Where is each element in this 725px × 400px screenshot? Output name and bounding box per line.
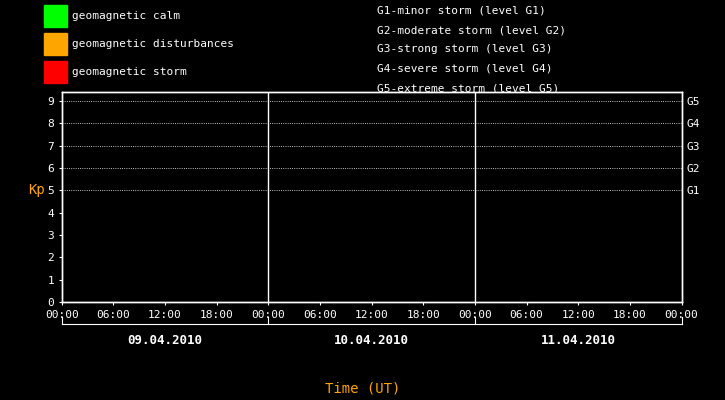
Bar [44, 5, 67, 27]
Text: geomagnetic calm: geomagnetic calm [72, 11, 181, 21]
Text: 10.04.2010: 10.04.2010 [334, 334, 409, 347]
Y-axis label: Kp: Kp [28, 183, 44, 197]
Text: geomagnetic storm: geomagnetic storm [72, 67, 187, 77]
Text: G3-strong storm (level G3): G3-strong storm (level G3) [377, 44, 552, 54]
Text: 11.04.2010: 11.04.2010 [541, 334, 616, 347]
Text: Time (UT): Time (UT) [325, 382, 400, 396]
Bar [44, 61, 67, 83]
Text: geomagnetic disturbances: geomagnetic disturbances [72, 39, 234, 49]
Text: G4-severe storm (level G4): G4-severe storm (level G4) [377, 64, 552, 74]
Bar [44, 33, 67, 55]
Text: 09.04.2010: 09.04.2010 [128, 334, 202, 347]
Text: G2-moderate storm (level G2): G2-moderate storm (level G2) [377, 25, 566, 35]
Text: G5-extreme storm (level G5): G5-extreme storm (level G5) [377, 83, 559, 93]
Text: G1-minor storm (level G1): G1-minor storm (level G1) [377, 6, 546, 16]
